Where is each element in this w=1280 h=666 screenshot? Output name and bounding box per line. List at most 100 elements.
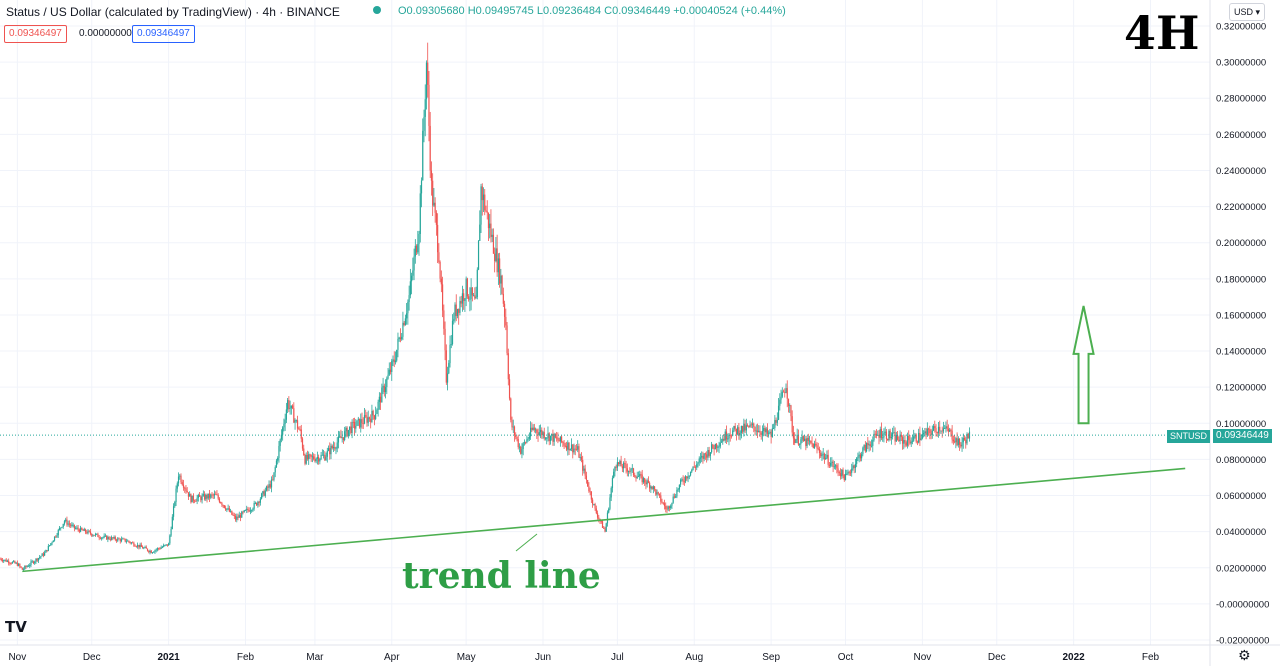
candle-body bbox=[604, 529, 605, 532]
candle-body bbox=[391, 361, 392, 372]
candle-body bbox=[262, 491, 263, 493]
candle-body bbox=[316, 459, 317, 462]
candle-body bbox=[520, 447, 521, 454]
candle-body bbox=[318, 457, 319, 461]
candle-body bbox=[649, 483, 650, 489]
candle-body bbox=[753, 424, 754, 427]
candle-body bbox=[260, 499, 261, 503]
candle-body bbox=[427, 63, 428, 85]
candle-body bbox=[495, 248, 496, 261]
candle-body bbox=[629, 471, 630, 472]
candle-body bbox=[99, 537, 100, 538]
candle-body bbox=[887, 439, 888, 440]
candle-body bbox=[179, 476, 180, 477]
candle-body bbox=[810, 441, 811, 443]
candle-body bbox=[306, 455, 307, 464]
candle-body bbox=[43, 554, 44, 556]
candle-body bbox=[846, 474, 847, 475]
candle-body bbox=[835, 465, 836, 466]
candle-body bbox=[674, 497, 675, 498]
candle-body bbox=[685, 476, 686, 481]
candle-body bbox=[568, 442, 569, 450]
candle-body bbox=[437, 225, 438, 252]
candle-body bbox=[857, 456, 858, 458]
candle-body bbox=[498, 258, 499, 272]
candle-body bbox=[847, 472, 848, 474]
candle-body bbox=[500, 276, 501, 284]
currency-select[interactable]: USD ▾ bbox=[1229, 3, 1265, 21]
candle-body bbox=[111, 537, 112, 539]
candle-body bbox=[19, 564, 20, 566]
candle-body bbox=[407, 302, 408, 313]
candle-body bbox=[787, 388, 788, 399]
candle-body bbox=[232, 515, 233, 516]
tradingview-logo-icon[interactable]: 𝗧𝗩 bbox=[5, 618, 27, 636]
candle-body bbox=[117, 538, 118, 540]
candle-body bbox=[808, 438, 809, 441]
candle-body bbox=[804, 439, 805, 441]
candle-body bbox=[499, 258, 500, 283]
candle-body bbox=[12, 562, 13, 563]
candle-body bbox=[747, 425, 748, 426]
candle-body bbox=[144, 547, 145, 548]
candle-body bbox=[815, 444, 816, 445]
candle-body bbox=[457, 309, 458, 316]
candle-body bbox=[581, 457, 582, 460]
candle-body bbox=[368, 417, 369, 422]
candle-body bbox=[950, 430, 951, 431]
candle-body bbox=[875, 434, 876, 435]
candle-body bbox=[235, 516, 236, 520]
candle-body bbox=[860, 455, 861, 459]
candle-body bbox=[454, 305, 455, 320]
candle-body bbox=[197, 498, 198, 501]
candle-body bbox=[100, 538, 101, 539]
candle-body bbox=[219, 499, 220, 503]
candle-body bbox=[44, 553, 45, 556]
candle-body bbox=[761, 433, 762, 435]
symbol-title[interactable]: Status / US Dollar (calculated by Tradin… bbox=[6, 5, 340, 19]
trend-line[interactable] bbox=[22, 468, 1185, 571]
price-tick-label: 0.14000000 bbox=[1216, 347, 1266, 358]
candle-body bbox=[909, 440, 910, 443]
candle-body bbox=[493, 235, 494, 254]
candle-body bbox=[839, 472, 840, 473]
candle-body bbox=[899, 435, 900, 441]
candle-body bbox=[780, 397, 781, 400]
candle-body bbox=[528, 439, 529, 440]
candle-body bbox=[327, 451, 328, 457]
candle-body bbox=[535, 430, 536, 431]
up-arrow-icon[interactable] bbox=[1074, 306, 1094, 423]
candle-body bbox=[627, 468, 628, 471]
candle-body bbox=[872, 440, 873, 446]
candle-body bbox=[585, 469, 586, 476]
candle-body bbox=[459, 301, 460, 313]
candle-body bbox=[257, 502, 258, 505]
candle-body bbox=[113, 537, 114, 538]
candle-body bbox=[369, 417, 370, 418]
candle-body bbox=[271, 479, 272, 487]
candle-body bbox=[311, 455, 312, 457]
gear-icon[interactable]: ⚙ bbox=[1238, 647, 1251, 664]
candle-body bbox=[255, 503, 256, 504]
candle-body bbox=[968, 434, 969, 439]
candle-body bbox=[751, 425, 752, 426]
candle-body bbox=[503, 294, 504, 304]
candle-body bbox=[418, 234, 419, 244]
candle-body bbox=[339, 436, 340, 437]
candlestick-series bbox=[0, 43, 970, 572]
candle-body bbox=[433, 203, 434, 206]
candle-body bbox=[896, 435, 897, 442]
candle-body bbox=[707, 450, 708, 458]
candle-body bbox=[567, 442, 568, 449]
candle-body bbox=[541, 430, 542, 435]
candle-body bbox=[337, 442, 338, 448]
candle-body bbox=[432, 181, 433, 206]
candle-body bbox=[272, 479, 273, 480]
candle-body bbox=[611, 488, 612, 497]
candle-body bbox=[953, 440, 954, 442]
candle-body bbox=[799, 444, 800, 445]
candle-body bbox=[3, 560, 4, 561]
candle-body bbox=[744, 424, 745, 431]
candle-body bbox=[267, 486, 268, 487]
